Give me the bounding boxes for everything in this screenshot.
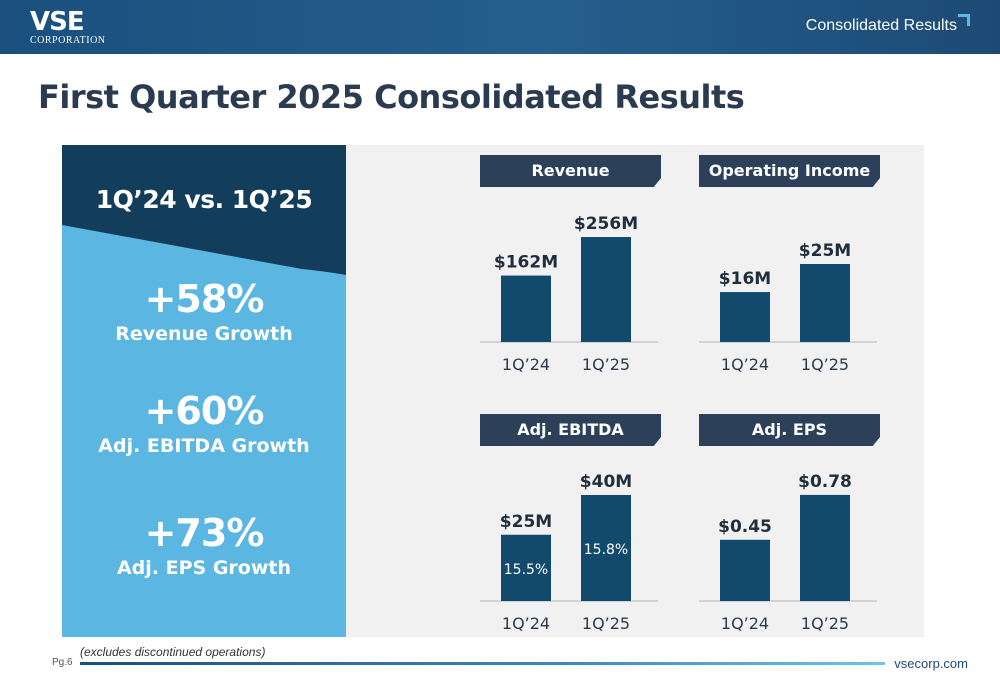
data-label: $25M bbox=[799, 241, 851, 261]
metric-value: +58% bbox=[144, 277, 265, 321]
summary-panel-graphic bbox=[62, 145, 346, 637]
page-number: Pg.6 bbox=[52, 657, 73, 668]
adj-eps-chart: Adj. EPS $0.45 1Q’24 $0.78 1Q’25 bbox=[699, 414, 899, 644]
chart-title: Revenue bbox=[480, 155, 661, 187]
chart-plot: $25M 1Q’24 15.5% $40M 1Q’25 15.8% bbox=[480, 472, 658, 633]
tick-label: 1Q’24 bbox=[721, 355, 769, 374]
chart-plot: $162M 1Q’24 $256M 1Q’25 bbox=[480, 214, 658, 374]
metric-ebitda-growth: +60% Adj. EBITDA Growth bbox=[62, 389, 346, 457]
metric-revenue-growth: +58% Revenue Growth bbox=[62, 277, 346, 345]
metric-value: +73% bbox=[144, 511, 265, 555]
tick-label: 1Q’25 bbox=[801, 355, 849, 374]
chart-title: Operating Income bbox=[699, 155, 880, 187]
data-label: $0.78 bbox=[798, 472, 852, 492]
tick-label: 1Q’24 bbox=[502, 614, 550, 633]
corner-bracket-icon bbox=[958, 14, 970, 26]
chart-title: Adj. EPS bbox=[699, 414, 880, 446]
logo-sub-text: CORPORATION bbox=[30, 35, 106, 46]
bar bbox=[501, 534, 551, 601]
data-label: $0.45 bbox=[718, 517, 772, 537]
tick-label: 1Q’25 bbox=[582, 355, 630, 374]
data-label: $16M bbox=[719, 269, 771, 289]
revenue-chart: Revenue $162M 1Q’24 $256M 1Q’25 bbox=[480, 155, 680, 385]
operating-income-chart: Operating Income $16M 1Q’24 $25M 1Q’25 bbox=[699, 155, 899, 385]
data-label: $162M bbox=[494, 253, 558, 273]
footer-divider bbox=[80, 662, 885, 665]
logo-main-text: VSE bbox=[30, 7, 85, 37]
summary-panel: 1Q’24 vs. 1Q’25 +58% Revenue Growth +60%… bbox=[62, 145, 346, 637]
tick-label: 1Q’24 bbox=[502, 355, 550, 374]
tick-label: 1Q’25 bbox=[582, 614, 630, 633]
data-label: $25M bbox=[500, 512, 552, 532]
tick-label: 1Q’24 bbox=[721, 614, 769, 633]
margin-label: 15.5% bbox=[504, 562, 548, 578]
metric-value: +60% bbox=[144, 389, 265, 433]
bar bbox=[720, 539, 770, 601]
bar bbox=[720, 292, 770, 342]
tick-label: 1Q’25 bbox=[801, 614, 849, 633]
bar bbox=[800, 494, 850, 601]
summary-dark-area bbox=[62, 145, 346, 275]
bar bbox=[501, 275, 551, 342]
website-link[interactable]: vsecorp.com bbox=[894, 656, 968, 671]
metric-label: Revenue Growth bbox=[115, 323, 293, 345]
data-label: $40M bbox=[580, 472, 632, 492]
margin-label: 15.8% bbox=[584, 542, 628, 558]
bar bbox=[581, 237, 631, 342]
data-label: $256M bbox=[574, 214, 638, 234]
metric-label: Adj. EPS Growth bbox=[116, 557, 292, 579]
section-title: Consolidated Results bbox=[805, 17, 957, 34]
footnote: (excludes discontinued operations) bbox=[80, 645, 266, 659]
metric-eps-growth: +73% Adj. EPS Growth bbox=[62, 511, 346, 579]
bar bbox=[581, 495, 631, 601]
bar bbox=[800, 264, 850, 342]
chart-title: Adj. EBITDA bbox=[480, 414, 661, 446]
comparison-title: 1Q’24 vs. 1Q’25 bbox=[95, 185, 313, 214]
top-banner: VSE CORPORATION Consolidated Results bbox=[0, 0, 1000, 54]
vse-logo: VSE CORPORATION bbox=[30, 9, 106, 46]
chart-plot: $0.45 1Q’24 $0.78 1Q’25 bbox=[699, 472, 877, 633]
page-title: First Quarter 2025 Consolidated Results bbox=[38, 78, 745, 116]
adj-ebitda-chart: Adj. EBITDA $25M 1Q’24 15.5% $40M 1Q’25 15.8% bbox=[480, 414, 680, 644]
chart-plot: $16M 1Q’24 $25M 1Q’25 bbox=[699, 241, 877, 374]
metric-label: Adj. EBITDA Growth bbox=[98, 435, 310, 457]
